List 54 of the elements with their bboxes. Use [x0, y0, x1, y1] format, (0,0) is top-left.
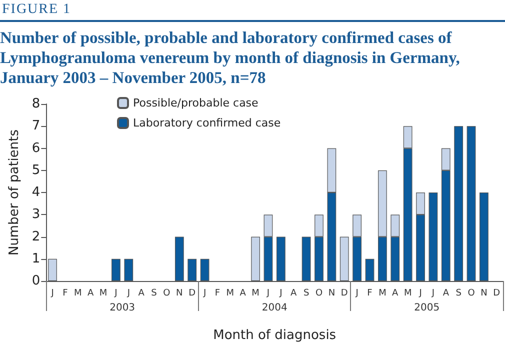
x-tick-label: M: [226, 288, 234, 298]
x-tick-label: J: [266, 288, 270, 298]
x-tick-label: S: [303, 288, 310, 298]
x-tick-label: O: [315, 288, 323, 298]
y-tick-label: 7: [32, 118, 40, 134]
x-tick-label: M: [378, 288, 386, 298]
x-tick-label: O: [163, 288, 170, 298]
x-tick-label: M: [252, 288, 260, 298]
x-axis-title: Month of diagnosis: [213, 328, 336, 343]
x-tick-label: A: [392, 288, 400, 298]
y-tick-label: 1: [32, 251, 40, 266]
y-tick-label: 5: [32, 162, 40, 178]
chart-title: FIGURE 1: [0, 0, 505, 22]
x-tick-label: N: [328, 288, 336, 298]
chart-subtitle: Number of possible, probable and laboratory confirmed cases of Lymphogranuloma venereum by month of diagnosis in Germany, January 2003 – November 2005, n=78: [0, 28, 461, 88]
x-tick-label: D: [493, 288, 500, 298]
y-tick-label: 4: [32, 185, 40, 200]
x-tick-label: J: [126, 288, 130, 298]
x-tick-label: D: [188, 288, 196, 298]
x-tick-label: J: [354, 288, 358, 298]
x-tick-label: F: [367, 288, 372, 298]
x-tick-label: S: [456, 288, 462, 298]
x-tick-label: F: [62, 288, 68, 298]
x-tick-label: M: [404, 288, 412, 298]
x-tick-label: J: [278, 288, 282, 298]
x-tick-label: M: [74, 288, 82, 298]
text: 2004: [262, 302, 288, 314]
y-tick-label: 2: [32, 229, 40, 244]
x-tick-label: J: [430, 288, 435, 298]
x-tick-label: A: [240, 288, 247, 298]
x-tick-label: A: [290, 288, 298, 298]
y-axis-title: Number of patients: [7, 129, 22, 256]
text: 2003: [110, 302, 136, 314]
y-tick-label: 3: [32, 207, 40, 222]
x-tick-label: O: [468, 288, 475, 298]
y-tick-label: 0: [32, 274, 40, 288]
x-tick-label: J: [418, 288, 422, 298]
y-tick-label: 8: [32, 96, 40, 112]
text: 2005: [414, 302, 440, 314]
x-tick-label: J: [50, 288, 54, 298]
x-tick-label: A: [88, 288, 94, 298]
x-tick-label: N: [480, 288, 488, 298]
x-tick-label: A: [442, 288, 450, 298]
x-tick-label: J: [114, 288, 118, 298]
x-tick-label: S: [151, 288, 158, 298]
x-tick-label: D: [340, 288, 348, 298]
x-tick-label: J: [202, 288, 206, 298]
x-tick-label: N: [176, 288, 183, 298]
x-tick-label: A: [138, 288, 146, 298]
legend-label: Laboratory confirmed case: [133, 116, 281, 130]
x-tick-label: F: [214, 288, 220, 298]
y-tick-label: 6: [32, 140, 40, 156]
legend-label: Possible/probable case: [133, 96, 259, 110]
x-tick-label: M: [99, 288, 108, 298]
